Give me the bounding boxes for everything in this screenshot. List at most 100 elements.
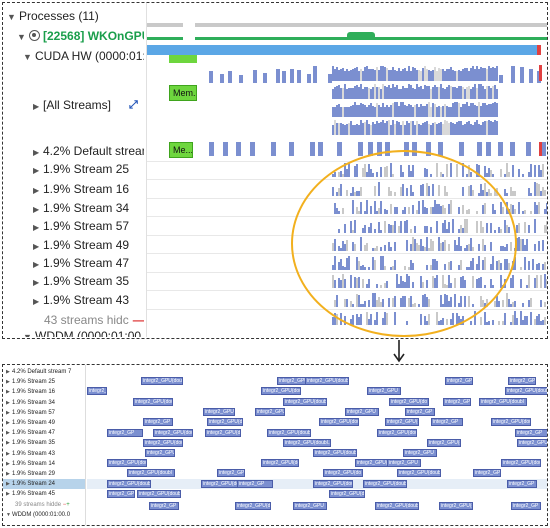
kernel-box[interactable]: integr2_GPU(doubl [153, 429, 193, 437]
kernel-box[interactable]: integr2_GPU(doubl [313, 449, 357, 457]
chevron-right-icon[interactable]: ▶ [6, 409, 10, 416]
default-stream-row[interactable]: ▶4.2% Default stream 7 [33, 144, 144, 158]
kernel-box[interactable]: integr2_GPU(doub [143, 439, 183, 447]
stream-row[interactable]: ▶ 1.9% Stream 34 [33, 201, 129, 215]
plus-icon[interactable]: + [66, 501, 70, 508]
minus-icon[interactable]: — [132, 313, 144, 327]
kernel-box[interactable]: integr2_GPU(dou [377, 429, 417, 437]
chevron-right-icon[interactable]: ▶ [33, 297, 40, 306]
kernel-box[interactable]: integr2_GPU(doubl [479, 398, 527, 406]
stream-row[interactable]: ▶ 1.9% Stream 49 [3, 418, 85, 428]
kernel-box[interactable]: integr2_GPU(doubl [127, 469, 175, 477]
chevron-right-icon[interactable]: ▶ [33, 278, 40, 287]
kernel-box[interactable]: integr2_GPUl(dou [261, 459, 299, 467]
stream-row[interactable]: ▶ 1.9% Stream 16 [33, 182, 129, 196]
chevron-right-icon[interactable]: ▶ [6, 399, 10, 406]
kernel-box[interactable]: integr2_GPU [508, 377, 536, 385]
wddm-row[interactable]: ▼WDDM (0000:01:00.0 [3, 510, 85, 520]
chevron-down-icon[interactable]: ▼ [17, 32, 26, 42]
chevron-right-icon[interactable]: ▶ [33, 223, 40, 232]
chevron-right-icon[interactable]: ▶ [33, 205, 40, 214]
kernel-box[interactable]: integr2_GPU(double*, double*, [141, 377, 183, 385]
kernel-box[interactable]: integr2_GPU(doubl [319, 418, 359, 426]
timeline-area-top[interactable]: Mem... Me... [146, 3, 547, 337]
stream-row[interactable]: ▶ 1.9% Stream 14 [3, 459, 85, 469]
chevron-down-icon[interactable]: ▼ [23, 332, 32, 337]
chevron-right-icon[interactable]: ▶ [33, 166, 40, 175]
stream-row[interactable]: ▶ 1.9% Stream 49 [33, 238, 129, 252]
processes-row[interactable]: ▼ Processes (11) [7, 9, 99, 23]
kernel-box[interactable]: integr2_GPU(do [389, 398, 429, 406]
kernel-box[interactable]: integr2_GPU(dou [261, 387, 301, 395]
kernel-box[interactable]: integr2_GPU(do [385, 418, 419, 426]
kernel-box[interactable]: integr2_GPU(dou [207, 418, 243, 426]
stream-row-selected[interactable]: ▶ 1.9% Stream 24 [3, 479, 85, 490]
chevron-right-icon[interactable]: ▶ [6, 420, 10, 426]
kernel-box[interactable]: integr2_GPU(doub [505, 387, 548, 395]
all-streams-row[interactable]: ▶ [All Streams] [33, 98, 111, 112]
chevron-right-icon[interactable]: ▶ [6, 430, 10, 437]
chevron-down-icon[interactable]: ▼ [6, 512, 11, 518]
kernel-box[interactable]: integr2_GPU(doubl [137, 490, 181, 498]
kernel-box[interactable]: integr2_GPU(d [439, 502, 473, 510]
stream-row[interactable]: ▶ 1.9% Stream 25 [33, 162, 129, 176]
kernel-box[interactable]: integr2_GPU(doubl [517, 439, 548, 447]
chevron-down-icon[interactable]: ▼ [23, 52, 32, 62]
chevron-right-icon[interactable]: ▶ [6, 491, 10, 498]
expand-icon[interactable]: ⤢ [129, 99, 138, 111]
stream-row[interactable]: ▶ 1.9% Stream 47 [33, 256, 129, 270]
kernel-box[interactable]: integr2_GPU [403, 449, 437, 457]
chevron-right-icon[interactable]: ▶ [33, 260, 40, 269]
kernel-box[interactable]: integr2_GP [511, 502, 541, 510]
kernel-box[interactable]: integr2_GPU(d [255, 408, 285, 416]
minus-icon[interactable]: − [62, 501, 67, 508]
kernel-box[interactable]: integr2_GP [405, 408, 435, 416]
chevron-right-icon[interactable]: ▶ [6, 471, 10, 477]
kernel-box[interactable]: integr2_GP [107, 490, 135, 498]
kernel-box[interactable]: integr2_GPU(do [427, 439, 461, 447]
chevron-right-icon[interactable]: ▶ [33, 148, 40, 157]
stream-row[interactable]: ▶ 1.9% Stream 43 [33, 293, 129, 307]
kernel-box[interactable]: integr2_GP [507, 480, 537, 488]
chevron-right-icon[interactable]: ▶ [6, 481, 10, 488]
kernel-box[interactable]: integr2_GPU(dou [133, 398, 173, 406]
kernel-box[interactable]: integr2_GPU(doubl [283, 398, 327, 406]
kernel-box[interactable]: integr2_GPU(doub [201, 480, 241, 488]
kernel-box[interactable]: integr2_GPU(doubl [375, 502, 419, 510]
kernel-box[interactable]: integr2_GPU(do [323, 469, 363, 477]
chevron-right-icon[interactable]: ▶ [6, 379, 10, 386]
kernel-box[interactable]: integr2_GPU(d [329, 490, 365, 498]
kernel-box[interactable]: integr2_GP [445, 377, 473, 385]
kernel-box[interactable]: integr2_GPU(dou [313, 480, 353, 488]
chevron-right-icon[interactable]: ▶ [6, 440, 10, 447]
kernel-box[interactable]: integr2_GP [107, 429, 143, 437]
chevron-right-icon[interactable]: ▶ [6, 450, 10, 457]
mem-label[interactable]: Me... [169, 142, 193, 158]
kernel-box[interactable]: integr2_GPU(doubl... [283, 439, 331, 447]
cuda-hw-row[interactable]: ▼CUDA HW (0000:01:00.0 [23, 49, 144, 63]
kernel-box[interactable]: integr2_GPU(doubl [397, 469, 441, 477]
process-row[interactable]: ▼ [22568] WKOnGPU.e [17, 29, 144, 43]
stream-row[interactable]: ▶ 4.2% Default stream 7 [3, 367, 85, 377]
kernel-box[interactable]: integr2_GPU [367, 387, 401, 395]
kernel-box[interactable]: integr2_GP [237, 480, 273, 488]
timeline-area-bottom[interactable]: integr2_GPU(double*, double*, integr2_GP… [87, 365, 548, 525]
stream-row[interactable]: ▶ 1.9% Stream 47 [3, 428, 85, 438]
mem-label[interactable]: Mem... [169, 85, 197, 101]
stream-row[interactable]: ▶ 1.9% Stream 25 [3, 377, 85, 387]
kernel-box[interactable]: integr2_GPU [293, 502, 327, 510]
stream-row[interactable]: ▶ 1.9% Stream 43 [3, 449, 85, 459]
chevron-down-icon[interactable]: ▼ [7, 12, 16, 22]
kernel-box[interactable]: integr2_GPU(doubl [305, 377, 349, 385]
kernel-box[interactable]: integr2_GP [431, 418, 463, 426]
radio-icon[interactable] [29, 30, 40, 41]
stream-row[interactable]: ▶ 1.9% Stream 34 [3, 398, 85, 408]
kernel-box[interactable]: integr2_GPU(dou [235, 502, 271, 510]
kernel-box[interactable]: integr2_GPU(doubl [363, 480, 407, 488]
kernel-box[interactable]: integr2_GP [149, 502, 179, 510]
kernel-box[interactable]: integr2_GPU [387, 459, 421, 467]
stream-row[interactable]: ▶ 1.9% Stream 35 [33, 274, 129, 288]
kernel-box[interactable]: integr2_GPU [145, 449, 175, 457]
stream-row[interactable]: ▶ 1.9% Stream 57 [3, 408, 85, 418]
kernel-box[interactable]: integr2_GPU(d [205, 429, 241, 437]
